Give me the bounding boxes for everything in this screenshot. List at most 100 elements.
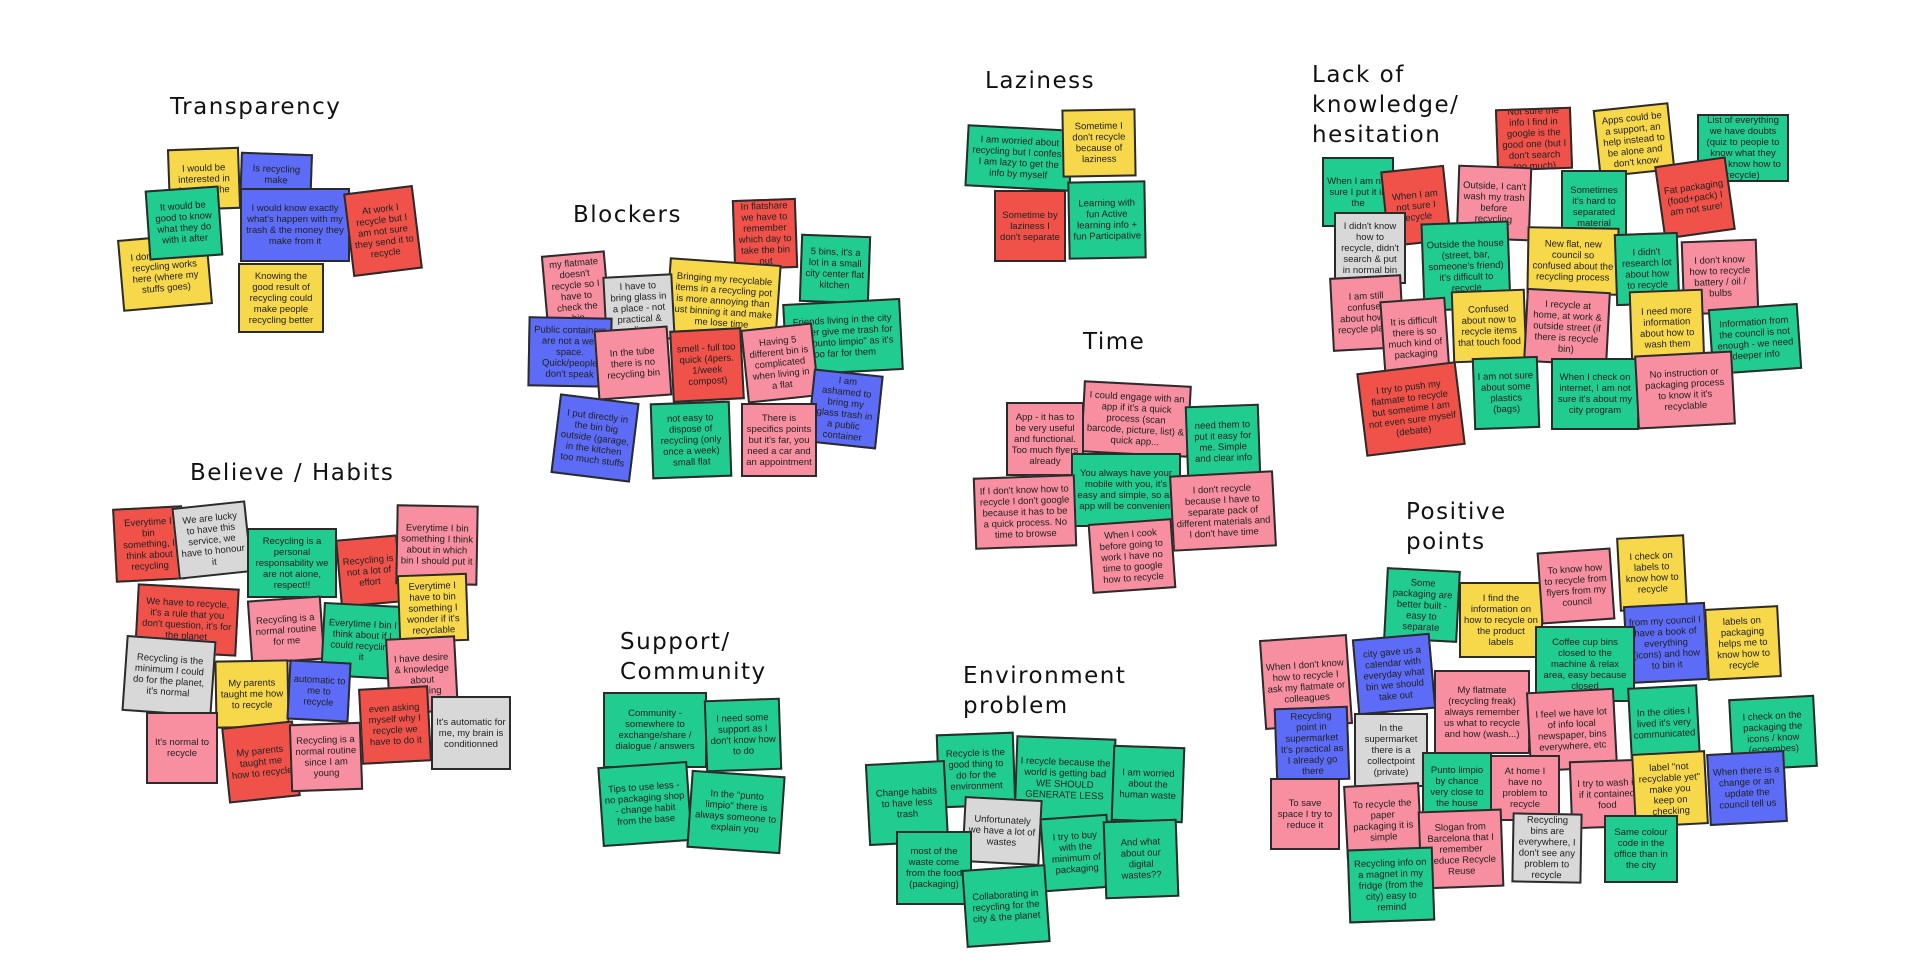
sticky-note[interactable]: You always have your mobile with you, it… xyxy=(1071,453,1181,527)
sticky-note[interactable]: Recycling is a personal responsability w… xyxy=(247,528,337,598)
sticky-note-text: not easy to dispose of recycling (only o… xyxy=(660,411,722,469)
sticky-note[interactable]: My flatmate (recycling freak) always rem… xyxy=(1434,670,1530,754)
cluster-title-blockers: Blockers xyxy=(573,202,682,228)
sticky-note[interactable]: Recycling point in supermarket It's prac… xyxy=(1273,705,1351,783)
sticky-note[interactable]: I am not sure about some plastics (bags) xyxy=(1471,355,1541,431)
sticky-note-text: Recycling bins are everywhere, I don't s… xyxy=(1518,814,1576,882)
cluster-title-lack-of-knowledge: Lack of knowledge/ hesitation xyxy=(1312,62,1460,148)
sticky-note[interactable]: My parents taught me how to recycle xyxy=(214,659,290,729)
sticky-note[interactable]: Confused about now to recycle items that… xyxy=(1450,288,1528,364)
sticky-note[interactable]: I put directly in the bin big outside (g… xyxy=(550,393,640,483)
sticky-note[interactable]: Everytime I have to bin something I wond… xyxy=(396,572,470,644)
sticky-note-text: Fat packaging (food+pack) I am not sure! xyxy=(1663,177,1724,219)
sticky-note[interactable]: In the tube there is no recycling bin xyxy=(593,325,673,401)
sticky-note[interactable]: not easy to dispose of recycling (only o… xyxy=(649,400,733,480)
sticky-note[interactable]: I try to buy with the minimum of packagi… xyxy=(1039,813,1113,893)
sticky-note-text: No instruction or packaging process to k… xyxy=(1644,366,1725,414)
sticky-note[interactable]: Recycling bins are everywhere, I don't s… xyxy=(1511,812,1583,884)
sticky-note-text: Having 5 different bin is complicated wh… xyxy=(748,333,811,392)
sticky-note[interactable]: smell - full too quick (4pers. 1/week co… xyxy=(669,327,745,403)
sticky-note[interactable]: I recycle at home, at work & outside str… xyxy=(1523,287,1611,367)
sticky-note[interactable]: If I don't know how to recycle I don't g… xyxy=(972,474,1078,550)
sticky-note-text: Knowing the good result of recycling cou… xyxy=(248,270,314,326)
sticky-note[interactable]: When I cook before going to work I have … xyxy=(1087,518,1177,594)
sticky-note-text: Everytime I bin something I think about … xyxy=(400,522,474,568)
sticky-note-text: Bringing my recyclable items in a recycl… xyxy=(672,270,773,331)
sticky-note[interactable]: I could engage with an app if it's a qui… xyxy=(1080,380,1192,458)
sticky-note-text: Everytime I have to bin something I wond… xyxy=(406,579,460,637)
sticky-note[interactable]: Community - somewhere to exchange/share … xyxy=(603,692,707,768)
sticky-note[interactable]: city gave us a calendar with everyday wh… xyxy=(1351,632,1437,716)
sticky-note[interactable]: I am worried about recycling but I confe… xyxy=(964,124,1074,192)
sticky-note[interactable]: In flatshare we have to remember which d… xyxy=(731,197,799,271)
sticky-note[interactable]: Learning with fun Active learning info +… xyxy=(1067,180,1147,260)
sticky-note-text: It's automatic for me, my brain is condi… xyxy=(436,716,506,750)
sticky-note[interactable]: Recycling is a normal routine since I am… xyxy=(288,721,364,793)
sticky-note-text: New flat, new council so confused about … xyxy=(1532,238,1614,284)
sticky-note[interactable]: I need some support as I don't know how … xyxy=(703,697,783,773)
sticky-note[interactable]: I check on labels to know how to recycle xyxy=(1616,534,1688,612)
sticky-note-text: Recycling is a normal routine since I am… xyxy=(295,733,357,780)
sticky-note[interactable]: When there is a change or an update the … xyxy=(1706,750,1788,826)
sticky-note-text: even asking myself why I recycle we have… xyxy=(368,701,422,749)
sticky-note-text: Recycling is not a lot of effort xyxy=(342,552,394,589)
sticky-note[interactable]: We are lucky to have this service, we ha… xyxy=(171,500,253,580)
sticky-note[interactable]: I didn't know how to recycle, didn't sea… xyxy=(1334,212,1406,284)
sticky-note-text: label "not recyclable yet" make you keep… xyxy=(1638,760,1701,818)
sticky-note[interactable]: I would know exactly what's happen with … xyxy=(240,188,350,262)
sticky-note[interactable]: I am worried about the human waste xyxy=(1110,744,1186,824)
sticky-note[interactable]: It's normal to recycle xyxy=(146,712,218,784)
sticky-note-text: Everytime I bin something, I think about… xyxy=(122,515,176,573)
sticky-note[interactable]: Recycling is not a lot of effort xyxy=(335,534,403,608)
sticky-note[interactable]: Collaborating in recycling for the city … xyxy=(961,864,1051,948)
sticky-note-text: I don't recycle because I have to separa… xyxy=(1176,482,1271,541)
sticky-note-text: Unfortunately we have a lot of wastes xyxy=(968,813,1036,849)
sticky-note[interactable]: Sometime I don't recycle because of lazi… xyxy=(1061,108,1137,178)
sticky-note[interactable]: There is specifics points but it's far, … xyxy=(741,403,817,477)
sticky-note[interactable]: New flat, new council so confused about … xyxy=(1526,226,1620,296)
sticky-note[interactable]: No instruction or packaging process to k… xyxy=(1634,350,1736,430)
sticky-note[interactable]: Tips to use less - no packaging shop - c… xyxy=(597,760,693,848)
sticky-note[interactable]: Same colour code in the office than in t… xyxy=(1604,815,1678,883)
sticky-note-text: Sometimes it's hard to separated materia… xyxy=(1570,185,1618,229)
sticky-note[interactable]: I am ashamed to bring my glass trash in … xyxy=(806,368,884,450)
sticky-note[interactable]: Knowing the good result of recycling cou… xyxy=(238,263,324,333)
sticky-note[interactable]: Not sure the info I find in google is th… xyxy=(1494,106,1574,172)
sticky-note[interactable]: automatic to me to recycle xyxy=(286,659,352,723)
sticky-note[interactable]: Recycling is the minimum I could do for … xyxy=(121,634,217,718)
sticky-note[interactable]: Sometime by laziness I don't separate xyxy=(994,190,1066,262)
sticky-note-text: It would be good to know what they do wi… xyxy=(155,199,213,247)
sticky-note[interactable]: even asking myself why I recycle we have… xyxy=(358,685,432,765)
sticky-note[interactable]: It would be good to know what they do wi… xyxy=(144,185,224,261)
sticky-note[interactable]: from my council I have a book of everyth… xyxy=(1623,601,1709,685)
sticky-note[interactable]: need them to put it easy for me. Simple … xyxy=(1184,403,1262,481)
sticky-note[interactable]: At work I recycle but I am not sure they… xyxy=(343,185,423,277)
sticky-note-text: I am worried about recycling but I confe… xyxy=(972,133,1067,182)
sticky-note[interactable]: Unfortunately we have a lot of wastes xyxy=(961,796,1043,866)
sticky-note[interactable]: And what about our digital wastes?? xyxy=(1102,818,1180,900)
sticky-note[interactable]: Recycling is a normal routine for me xyxy=(246,595,326,665)
sticky-note[interactable]: Some packaging are better built - easy t… xyxy=(1383,567,1461,643)
sticky-note[interactable]: labels on packaging helps me to know how… xyxy=(1704,605,1782,681)
cluster-title-environment-problem: Environment problem xyxy=(963,663,1127,719)
sticky-note[interactable]: Fat packaging (food+pack) I am not sure! xyxy=(1654,156,1736,240)
sticky-note[interactable]: most of the waste come from the food (pa… xyxy=(896,831,972,905)
sticky-note[interactable]: Recycling info on a magnet in my fridge … xyxy=(1346,846,1436,924)
sticky-note[interactable]: I find the information on how to recycle… xyxy=(1459,582,1543,658)
sticky-note-text: I didn't know how to recycle, didn't sea… xyxy=(1341,220,1399,276)
sticky-note-text: Same colour code in the office than in t… xyxy=(1614,827,1668,871)
sticky-note[interactable]: I don't recycle because I have to separa… xyxy=(1169,470,1277,552)
sticky-note-text: I would know exactly what's happen with … xyxy=(246,203,344,247)
sticky-note[interactable]: I try to push my flatmate to recycle but… xyxy=(1356,361,1466,457)
sticky-note-text: I didn't research lot about how to recyc… xyxy=(1621,246,1672,292)
sticky-note[interactable]: Having 5 different bin is complicated wh… xyxy=(740,322,820,404)
sticky-note[interactable]: It's automatic for me, my brain is condi… xyxy=(431,696,511,770)
sticky-note-text: city gave us a calendar with everyday wh… xyxy=(1362,644,1425,703)
sticky-note[interactable]: To save space I try to reduce it xyxy=(1270,778,1340,850)
sticky-note[interactable]: In the supermarket there is a collectpoi… xyxy=(1354,713,1428,787)
sticky-note[interactable]: When I check on internet, I am not sure … xyxy=(1551,358,1639,430)
sticky-note[interactable]: In the "punto limpio" there is always so… xyxy=(686,769,786,855)
sticky-note-text: Apps could be a support, an help instead… xyxy=(1601,109,1666,170)
sticky-note[interactable]: To know how to recycle from flyers from … xyxy=(1536,547,1616,625)
sticky-note[interactable]: 5 bins, it's a lot in a small city cente… xyxy=(798,233,872,305)
